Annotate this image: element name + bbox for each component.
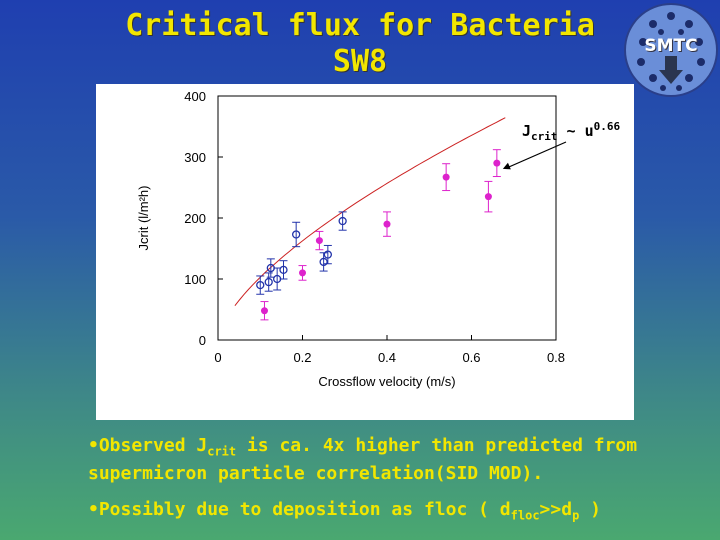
bullet-2-pre: •Possibly due to deposition as floc ( d: [88, 498, 511, 520]
bullet-1-post: is ca. 4x higher than predicted from sup…: [88, 435, 638, 484]
bullet-1-pre: •Observed J: [88, 435, 208, 456]
data-point: [319, 257, 328, 267]
bullet-1-sub: crit: [207, 444, 237, 459]
data-point: [383, 220, 391, 228]
data-point: [299, 269, 306, 277]
annotation-arrow: [506, 141, 567, 169]
bullet-floc: •Possibly due to deposition as floc ( df…: [88, 499, 708, 527]
data-point: [256, 280, 265, 290]
smtc-logo: SMTC: [623, 2, 719, 98]
y-tick-label: 300: [184, 150, 206, 165]
bullet-2-post: ): [579, 498, 601, 520]
data-point: [292, 230, 301, 239]
logo-emblem: [624, 3, 718, 97]
y-tick-label: 400: [184, 89, 206, 104]
x-tick-label: 0.6: [462, 350, 480, 365]
annotation-arrowhead: [502, 162, 511, 170]
bullet-observed: •Observed Jcrit is ca. 4x higher than pr…: [88, 435, 708, 485]
x-tick-label: 0: [214, 350, 221, 365]
annotation-rest: ~ u: [558, 122, 594, 140]
chart-panel: 0 0.2 0.4 0.6 0.8 0 100 200 300 400 Crossflow vel…: [96, 84, 634, 420]
scatter-chart: 0 0.2 0.4 0.6 0.8 0 100 200 300 400 Crossflow vel…: [136, 89, 621, 389]
logo-text: SMTC: [644, 36, 698, 56]
fit-curve: [234, 117, 506, 307]
data-point: [484, 193, 492, 201]
y-tick-label: 0: [199, 333, 206, 348]
y-tick-label: 100: [184, 272, 206, 287]
data-point: [315, 237, 323, 245]
annotation-sup: 0.66: [594, 120, 621, 133]
data-point: [323, 250, 333, 259]
x-tick-label: 0.2: [293, 350, 311, 365]
title-line-1: Critical flux for Bacteria: [125, 8, 595, 43]
data-point: [260, 307, 268, 315]
y-tick-label: 200: [184, 211, 206, 226]
y-axis-label: Jcrit (l/m²h): [136, 186, 151, 251]
title-line-2: SW8: [332, 44, 388, 79]
data-point: [493, 159, 501, 167]
data-point: [338, 216, 347, 226]
data-point: [264, 277, 273, 287]
annotation-base: J: [522, 122, 531, 140]
data-point: [279, 265, 288, 275]
slide-title: Critical flux for Bacteria SW8: [120, 8, 600, 80]
data-point: [442, 173, 450, 181]
bullet-2-mid: >>d: [539, 498, 573, 520]
bullet-2-sub2: p: [572, 508, 580, 523]
bullet-2-sub: floc: [510, 508, 540, 523]
annotation-sub: crit: [531, 130, 558, 143]
x-axis-label: Crossflow velocity (m/s): [318, 374, 455, 389]
bullet-list: •Observed Jcrit is ca. 4x higher than pr…: [88, 435, 708, 540]
x-tick-label: 0.4: [378, 350, 396, 365]
x-tick-label: 0.8: [547, 350, 565, 365]
fit-annotation: Jcrit ~ u0.66: [522, 120, 621, 143]
